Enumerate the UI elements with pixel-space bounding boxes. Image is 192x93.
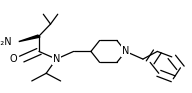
Polygon shape [19, 35, 40, 42]
Text: N: N [122, 46, 129, 56]
Text: O: O [10, 54, 17, 64]
Text: H₂N: H₂N [0, 37, 12, 47]
Text: N: N [122, 46, 129, 56]
Text: N: N [53, 54, 60, 64]
Text: N: N [53, 54, 60, 64]
